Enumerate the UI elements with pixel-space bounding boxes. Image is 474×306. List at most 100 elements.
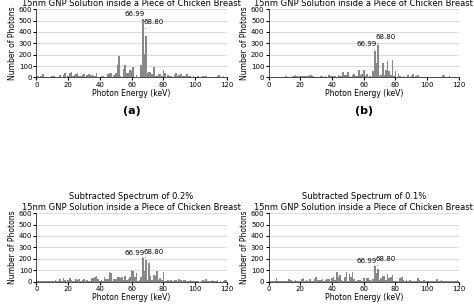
- Bar: [117, 277, 118, 282]
- Bar: [88, 74, 90, 77]
- X-axis label: Photon Energy (keV): Photon Energy (keV): [325, 89, 403, 98]
- Bar: [360, 280, 361, 282]
- Bar: [159, 74, 161, 77]
- Bar: [120, 76, 121, 77]
- Bar: [390, 277, 392, 282]
- Bar: [296, 76, 298, 77]
- Bar: [358, 70, 360, 77]
- Bar: [53, 76, 55, 77]
- Y-axis label: Number of Photons: Number of Photons: [240, 211, 249, 284]
- Bar: [363, 70, 365, 77]
- Bar: [382, 63, 383, 77]
- Bar: [337, 278, 339, 282]
- Bar: [308, 76, 309, 77]
- Bar: [175, 280, 177, 282]
- Bar: [107, 279, 109, 282]
- Bar: [86, 75, 88, 77]
- Bar: [178, 279, 180, 282]
- Bar: [312, 281, 314, 282]
- Bar: [158, 280, 159, 282]
- Bar: [293, 76, 295, 77]
- Bar: [290, 280, 292, 282]
- Bar: [342, 73, 344, 77]
- Bar: [376, 63, 377, 77]
- Bar: [393, 281, 395, 282]
- Y-axis label: Number of Photons: Number of Photons: [9, 6, 18, 80]
- Bar: [309, 75, 310, 77]
- Bar: [369, 280, 371, 282]
- Bar: [118, 277, 120, 282]
- Bar: [73, 75, 75, 77]
- Bar: [190, 76, 191, 77]
- Bar: [355, 76, 356, 77]
- Bar: [309, 279, 310, 282]
- Bar: [145, 35, 146, 77]
- Bar: [78, 279, 80, 282]
- Bar: [205, 279, 207, 282]
- Bar: [293, 281, 295, 282]
- Bar: [156, 76, 158, 77]
- Bar: [352, 75, 354, 77]
- Bar: [312, 76, 314, 77]
- Bar: [40, 76, 42, 77]
- Bar: [83, 74, 85, 77]
- Bar: [366, 74, 368, 77]
- Bar: [37, 76, 39, 77]
- Bar: [215, 281, 217, 282]
- Bar: [198, 76, 199, 77]
- Bar: [126, 280, 128, 282]
- Bar: [196, 281, 198, 282]
- Bar: [173, 75, 175, 77]
- Bar: [420, 281, 422, 282]
- Bar: [279, 281, 281, 282]
- Bar: [121, 277, 123, 282]
- Bar: [209, 281, 210, 282]
- Bar: [334, 76, 336, 77]
- Bar: [180, 74, 182, 77]
- Bar: [406, 280, 407, 282]
- Bar: [382, 276, 383, 282]
- Bar: [412, 281, 414, 282]
- Bar: [167, 75, 169, 77]
- Bar: [308, 281, 309, 282]
- Bar: [159, 278, 161, 282]
- Bar: [423, 280, 425, 282]
- Bar: [358, 280, 360, 282]
- Bar: [379, 76, 381, 77]
- Bar: [102, 281, 104, 282]
- Bar: [431, 281, 433, 282]
- Bar: [300, 76, 301, 77]
- Bar: [217, 280, 218, 282]
- Bar: [183, 280, 185, 282]
- Bar: [398, 281, 400, 282]
- Bar: [301, 279, 303, 282]
- Bar: [166, 281, 167, 282]
- Bar: [410, 76, 412, 77]
- Bar: [365, 76, 366, 77]
- Bar: [347, 72, 349, 77]
- Bar: [346, 272, 347, 282]
- Bar: [334, 280, 336, 282]
- Bar: [410, 281, 412, 282]
- Bar: [146, 73, 148, 77]
- Bar: [169, 281, 171, 282]
- Bar: [376, 273, 377, 282]
- Bar: [153, 66, 155, 77]
- Text: (b): (b): [355, 106, 373, 116]
- Bar: [317, 76, 319, 77]
- Bar: [361, 74, 363, 77]
- Bar: [412, 74, 414, 77]
- Bar: [42, 281, 44, 282]
- Bar: [113, 279, 115, 282]
- Bar: [393, 76, 395, 77]
- Bar: [361, 281, 363, 282]
- Bar: [323, 281, 325, 282]
- Bar: [449, 76, 450, 77]
- Bar: [373, 278, 374, 282]
- Bar: [333, 277, 334, 282]
- Bar: [329, 76, 331, 77]
- Bar: [163, 70, 164, 77]
- Bar: [128, 73, 129, 77]
- Bar: [48, 281, 50, 282]
- Bar: [80, 76, 82, 77]
